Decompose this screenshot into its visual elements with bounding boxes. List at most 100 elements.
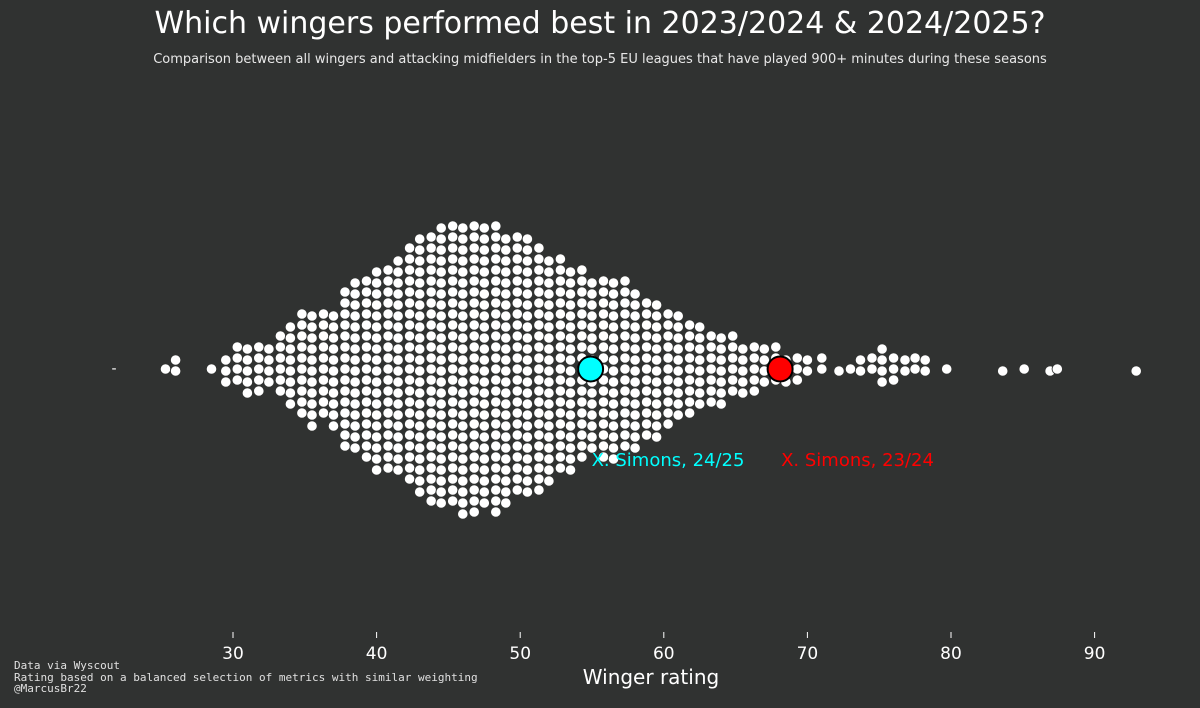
data-point <box>683 407 696 419</box>
data-point <box>533 297 545 309</box>
data-point <box>435 398 447 410</box>
data-point <box>306 321 318 333</box>
data-point <box>543 288 555 300</box>
data-point <box>715 343 727 355</box>
data-point <box>403 253 416 265</box>
data-point <box>662 352 674 364</box>
data-point <box>490 220 502 232</box>
chart-title: Which wingers performed best in 2023/202… <box>154 6 1046 41</box>
data-point <box>521 376 534 388</box>
data-point <box>360 330 373 342</box>
data-point <box>457 398 469 410</box>
data-point <box>274 374 286 386</box>
data-point <box>490 330 502 342</box>
data-point <box>533 396 545 408</box>
data-point <box>370 365 383 377</box>
data-point <box>564 343 577 355</box>
data-point <box>435 288 447 300</box>
data-point <box>414 486 426 498</box>
data-point <box>284 376 296 388</box>
data-point <box>791 374 803 386</box>
data-point <box>403 341 416 353</box>
data-point <box>403 286 416 298</box>
data-point <box>1018 363 1030 375</box>
data-point <box>564 420 577 432</box>
data-point <box>564 321 577 333</box>
data-point <box>231 363 243 375</box>
data-point <box>554 385 567 397</box>
data-point <box>554 374 567 386</box>
data-point <box>447 352 459 364</box>
data-point <box>490 275 502 287</box>
data-point <box>339 385 351 397</box>
data-point <box>360 396 373 408</box>
data-point <box>727 363 739 375</box>
data-point <box>607 299 620 311</box>
data-point <box>619 297 631 309</box>
data-point <box>941 363 953 375</box>
data-point <box>672 343 684 355</box>
data-point <box>425 385 437 397</box>
data-point <box>650 387 663 399</box>
data-point <box>435 453 447 465</box>
data-point <box>241 343 253 355</box>
data-point <box>490 297 502 309</box>
data-point <box>468 363 480 375</box>
data-point <box>403 407 416 419</box>
data-point <box>327 409 340 421</box>
data-point <box>425 264 437 276</box>
data-point <box>564 299 577 311</box>
data-point <box>650 299 663 311</box>
data-point <box>597 341 610 353</box>
data-point <box>511 440 523 452</box>
data-point <box>414 299 426 311</box>
data-point <box>662 374 674 386</box>
data-point <box>306 376 318 388</box>
data-point <box>349 409 361 421</box>
data-point <box>339 319 351 331</box>
data-point <box>457 442 469 454</box>
data-point <box>866 352 878 364</box>
data-point <box>457 464 469 476</box>
data-point <box>500 409 512 421</box>
data-point <box>705 341 717 353</box>
data-point <box>640 297 653 309</box>
data-point <box>597 407 610 419</box>
data-point <box>241 376 253 388</box>
data-point <box>370 420 383 432</box>
data-point <box>457 233 469 245</box>
data-point <box>447 330 459 342</box>
data-point <box>748 341 760 353</box>
data-point <box>500 277 512 289</box>
data-point <box>414 255 426 267</box>
data-point <box>457 321 469 333</box>
data-point <box>382 429 394 441</box>
data-point <box>327 420 340 432</box>
data-point <box>478 376 490 388</box>
data-point <box>576 418 588 430</box>
data-point <box>339 341 351 353</box>
data-point <box>629 288 641 300</box>
data-point <box>597 429 610 441</box>
data-point <box>629 387 641 399</box>
data-point <box>170 354 182 366</box>
data-point <box>511 264 523 276</box>
data-point <box>607 354 620 366</box>
data-point <box>349 387 361 399</box>
data-point <box>543 376 555 388</box>
data-point <box>425 253 437 265</box>
data-point <box>543 332 555 344</box>
data-point <box>554 451 567 463</box>
data-point <box>370 299 383 311</box>
data-point <box>360 418 373 430</box>
data-point <box>650 332 663 344</box>
data-point <box>876 376 888 388</box>
data-point <box>468 341 480 353</box>
data-point <box>468 352 480 364</box>
data-point <box>533 429 545 441</box>
data-point <box>650 376 663 388</box>
data-point <box>586 299 598 311</box>
data-point <box>370 431 383 443</box>
data-point <box>382 275 394 287</box>
data-point <box>392 453 404 465</box>
